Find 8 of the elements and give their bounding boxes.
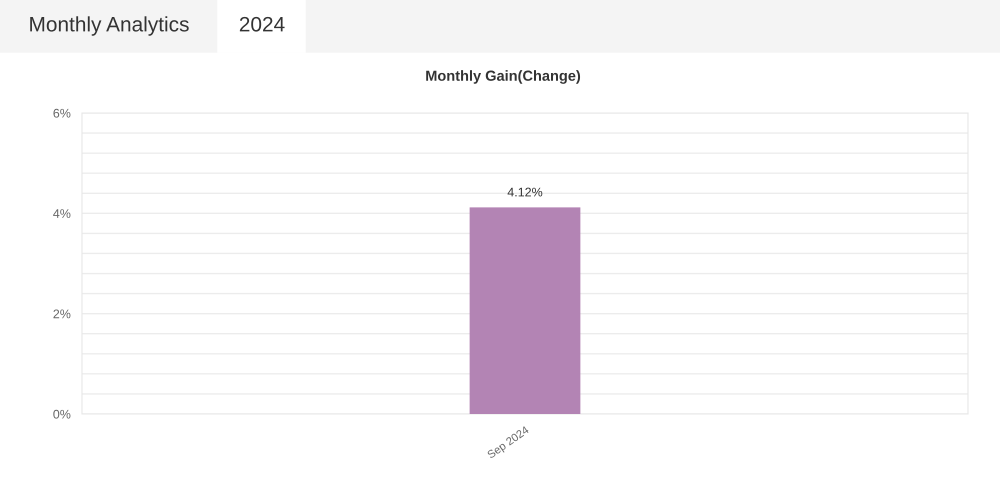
text: 2024 xyxy=(240,16,285,32)
chart-title: Monthly Gain(Change) xyxy=(426,70,580,84)
y-tick-label: 4% xyxy=(53,209,70,218)
y-tick-label: 0% xyxy=(53,410,70,419)
y-tick-label: 2% xyxy=(53,309,70,318)
data-label: 4.12% xyxy=(508,188,542,196)
text: Monthly Analytics xyxy=(30,16,189,36)
y-tick-label: 6% xyxy=(53,108,70,118)
